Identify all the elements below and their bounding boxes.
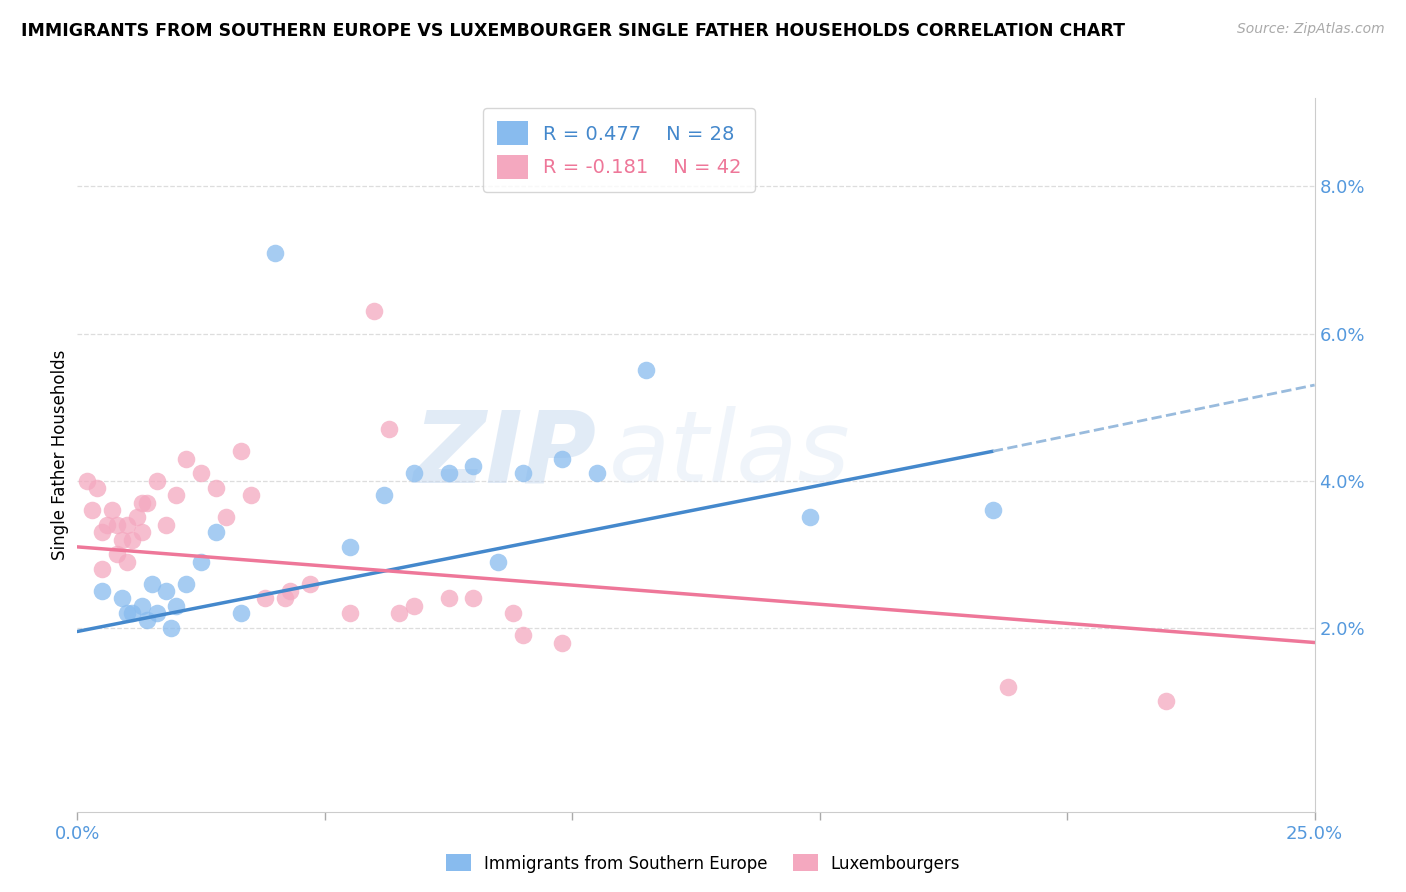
Point [111,591,134,606]
Point [512,628,534,642]
Point [512,467,534,481]
Point [145,474,167,488]
Point [121,606,143,620]
Point [105,517,128,532]
Text: atlas: atlas [609,407,851,503]
Point [636,363,658,377]
Legend: Immigrants from Southern Europe, Luxembourgers: Immigrants from Southern Europe, Luxembo… [439,847,967,880]
Text: IMMIGRANTS FROM SOUTHERN EUROPE VS LUXEMBOURGER SINGLE FATHER HOUSEHOLDS CORRELA: IMMIGRANTS FROM SOUTHERN EUROPE VS LUXEM… [21,22,1125,40]
Point [125,510,148,524]
Point [160,621,183,635]
Point [388,606,411,620]
Y-axis label: Single Father Households: Single Father Households [51,350,69,560]
Legend: R = 0.477    N = 28, R = -0.181    N = 42: R = 0.477 N = 28, R = -0.181 N = 42 [484,108,755,193]
Point [111,533,134,547]
Point [174,576,197,591]
Point [190,467,212,481]
Point [76,474,98,488]
Point [145,606,167,620]
Point [799,510,821,524]
Point [551,451,574,466]
Point [165,599,187,613]
Point [363,304,385,318]
Point [339,540,361,554]
Point [115,606,138,620]
Text: ZIP: ZIP [413,407,598,503]
Point [205,481,228,495]
Point [437,467,460,481]
Point [229,444,252,458]
Point [463,458,485,473]
Point [298,576,321,591]
Point [239,488,262,502]
Point [135,496,157,510]
Point [131,599,153,613]
Point [205,525,228,540]
Point [486,555,509,569]
Point [229,606,252,620]
Point [586,467,609,481]
Point [115,555,138,569]
Point [86,481,108,495]
Point [121,533,143,547]
Point [115,517,138,532]
Point [215,510,238,524]
Point [402,467,425,481]
Point [278,584,301,599]
Point [165,488,187,502]
Point [264,245,287,260]
Point [502,606,524,620]
Point [997,680,1019,694]
Point [981,503,1004,517]
Point [402,599,425,613]
Point [190,555,212,569]
Point [463,591,485,606]
Point [254,591,277,606]
Point [105,547,128,561]
Point [1154,694,1177,708]
Point [373,488,395,502]
Point [274,591,297,606]
Point [131,525,153,540]
Text: Source: ZipAtlas.com: Source: ZipAtlas.com [1237,22,1385,37]
Point [378,422,401,436]
Point [155,517,177,532]
Point [82,503,104,517]
Point [131,496,153,510]
Point [91,525,114,540]
Point [155,584,177,599]
Point [339,606,361,620]
Point [437,591,460,606]
Point [135,614,157,628]
Point [91,562,114,576]
Point [91,584,114,599]
Point [551,635,574,649]
Point [101,503,124,517]
Point [96,517,118,532]
Point [141,576,163,591]
Point [174,451,197,466]
